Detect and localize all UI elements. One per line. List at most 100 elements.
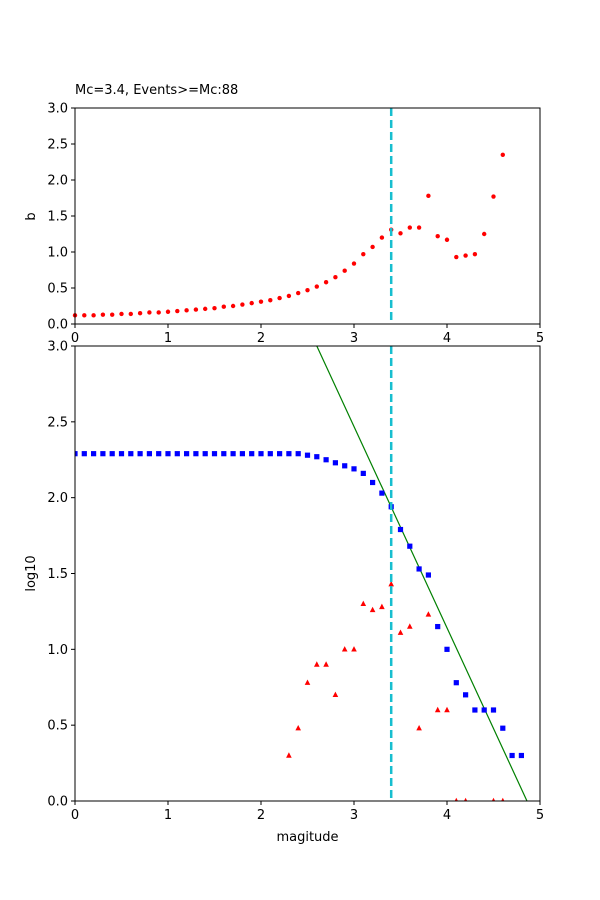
cumulative-count-point (146, 451, 152, 457)
b-value-point (444, 237, 450, 242)
noncumulative-count-point (425, 611, 432, 617)
cumulative-count-point (156, 451, 162, 457)
y-tick-label: 1.5 (47, 567, 68, 582)
y-tick-label: 0.0 (47, 318, 68, 333)
b-value-point (147, 310, 152, 315)
cumulative-count-point (118, 451, 125, 457)
b-value-point (100, 312, 106, 317)
y-tick-label: 1.0 (47, 643, 68, 658)
y-tick-label: 2.0 (47, 491, 68, 506)
cumulative-count-point (267, 451, 273, 457)
y-tick-label: 1.5 (47, 210, 68, 225)
b-value-point (221, 304, 226, 309)
cumulative-count-point (342, 463, 348, 469)
axis-ticks: 0 1 2 3 4 5 0.0 0.5 1.0 1.5 2.0 2.5 3.0 (47, 102, 544, 347)
b-value-point (137, 311, 143, 316)
noncumulative-count-point (491, 797, 496, 801)
noncumulative-count-point (397, 629, 404, 635)
b-value-point (110, 312, 115, 317)
cumulative-count-point (500, 725, 506, 731)
b-value-panel: Mc=3.4, Events>=Mc:88 b 0 1 2 3 4 5 0.0 0.5 1.0 1… (24, 83, 544, 346)
b-value-point (212, 305, 217, 311)
b-value-point (128, 311, 133, 317)
b-value-point (193, 307, 199, 312)
x-tick-label: 5 (536, 808, 544, 823)
noncumulative-count-point (501, 797, 505, 801)
cumulative-count-point (128, 451, 134, 457)
cumulative-count-point (453, 680, 459, 686)
noncumulative-count-point (314, 661, 320, 667)
x-tick-label: 2 (257, 331, 265, 346)
b-value-point (361, 251, 366, 257)
x-tick-label: 1 (164, 331, 172, 346)
noncumulative-count-point (416, 725, 422, 731)
cumulative-count-point (379, 490, 385, 496)
y-tick-label: 2.0 (47, 174, 68, 189)
b-value-point (426, 193, 431, 199)
cumulative-count-point (100, 451, 106, 457)
cumulative-count-point (295, 451, 301, 457)
cumulative-count-point (370, 479, 376, 486)
cumulative-count-point (165, 451, 171, 457)
cumulative-count-point (193, 451, 199, 457)
b-value-point (435, 233, 440, 239)
cumulative-count-point (230, 451, 236, 457)
b-value-point (258, 299, 264, 304)
cumulative-count-point (249, 451, 255, 457)
b-value-point (156, 310, 161, 315)
noncumulative-count-point (454, 797, 458, 801)
x-tick-label: 4 (443, 331, 451, 346)
x-tick-label: 4 (443, 808, 451, 823)
b-value-point (91, 313, 96, 318)
frequency-magnitude-panel: log10 magitude 0 1 2 3 4 5 0.0 0.5 1.0 1.5 2.0 2.5 3… (24, 340, 544, 846)
b-value-point (165, 309, 171, 314)
cumulative-count-point (444, 646, 450, 652)
noncumulative-count-point (304, 679, 311, 685)
noncumulative-count-point (388, 580, 394, 587)
b-value-point (119, 311, 124, 317)
cumulative-count-point (137, 451, 143, 457)
plot-frame (74, 107, 541, 325)
noncumulative-count-point (351, 646, 357, 652)
noncumulative-count-point (379, 603, 385, 610)
noncumulative-count-point (434, 706, 441, 713)
cumulative-count-point (286, 451, 292, 457)
b-value-point (296, 290, 301, 296)
cumulative-count-point (481, 707, 487, 713)
cumulative-count-point (425, 572, 431, 578)
cumulative-count-point (91, 451, 97, 457)
cumulative-count-point (397, 526, 404, 533)
b-value-point (416, 225, 422, 230)
x-axis-label: magitude (276, 830, 338, 845)
cumulative-count-point (323, 457, 329, 463)
b-value-point (472, 251, 478, 257)
b-value-point (240, 302, 245, 307)
b-value-point (342, 268, 347, 273)
b-value-point (184, 308, 189, 313)
b-value-point (82, 313, 87, 318)
y-tick-label: 0.0 (47, 795, 68, 810)
y-tick-label: 3.0 (47, 340, 68, 355)
noncumulative-count-point (444, 706, 450, 713)
x-tick-label: 3 (350, 808, 358, 823)
cumulative-count-point (351, 466, 357, 472)
x-tick-label: 2 (257, 808, 265, 823)
x-tick-label: 0 (71, 331, 79, 346)
cumulative-count-point (360, 470, 366, 476)
cumulative-count-point (509, 752, 515, 759)
noncumulative-count-point (341, 646, 348, 652)
cumulative-count-point (518, 752, 524, 759)
cumulative-count-point (463, 692, 469, 698)
b-value-point (500, 152, 505, 157)
b-value-point (277, 295, 282, 301)
cumulative-count-point (416, 566, 422, 572)
cumulative-count-point (174, 451, 180, 457)
y-tick-label: 3.0 (47, 102, 68, 117)
cumulative-count-point (304, 452, 311, 458)
cumulative-count-point (490, 707, 497, 713)
b-value-point (305, 287, 310, 293)
noncumulative-count-point (369, 606, 376, 613)
b-value-point (407, 225, 412, 230)
